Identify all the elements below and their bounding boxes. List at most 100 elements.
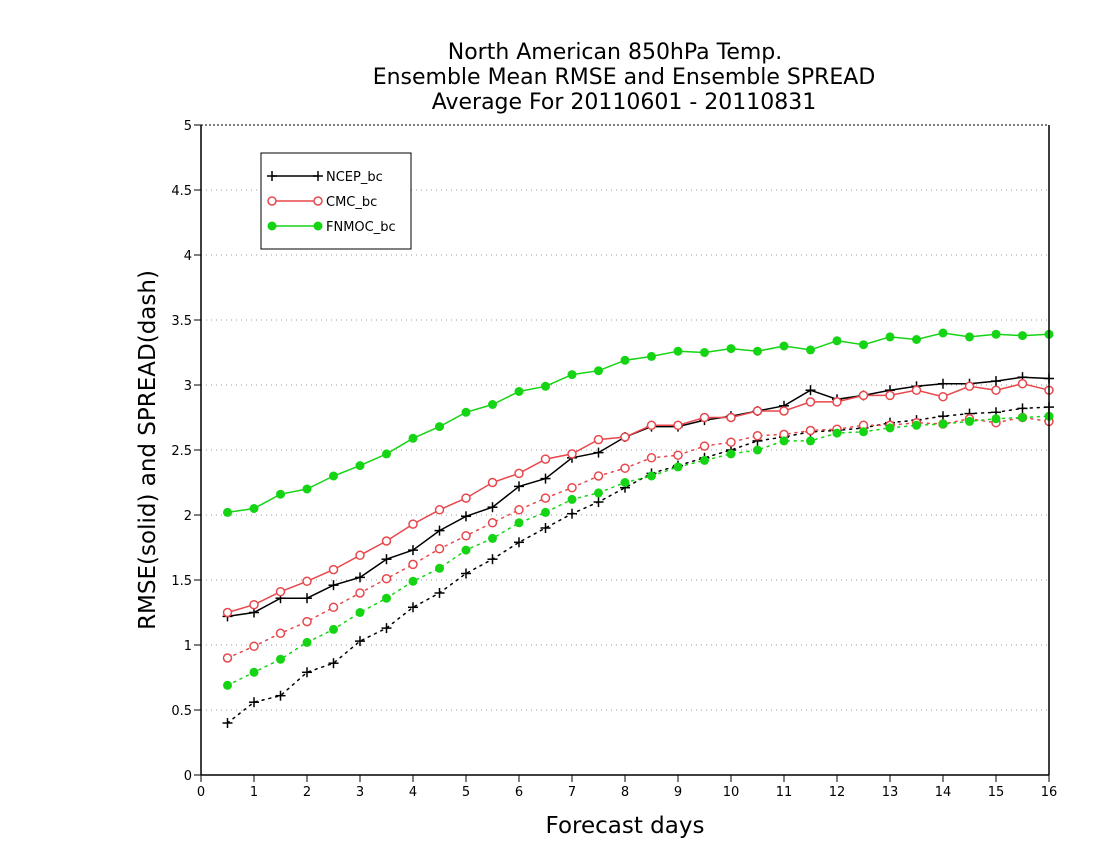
fnmoc-bc-spread-point bbox=[647, 471, 656, 481]
x-tick-label: 9 bbox=[674, 785, 682, 800]
fnmoc-bc-rmse-point bbox=[514, 387, 524, 396]
fnmoc-bc-rmse-point bbox=[673, 346, 683, 356]
fnmoc-bc-spread-point bbox=[726, 449, 736, 459]
ncep-bc-rmse-point bbox=[355, 572, 365, 583]
fnmoc-bc-spread-point bbox=[302, 637, 312, 647]
cmc-bc-rmse-point bbox=[275, 586, 286, 597]
cmc-bc-rmse-point bbox=[514, 468, 524, 479]
ncep-bc-spread-point bbox=[328, 658, 339, 669]
ncep-bc-rmse-point bbox=[991, 376, 1001, 387]
cmc-bc-spread-point bbox=[726, 437, 736, 447]
cmc-bc-spread-point bbox=[381, 573, 392, 584]
cmc-bc-rmse-point bbox=[858, 390, 869, 401]
fnmoc-bc-rmse-point bbox=[832, 336, 842, 346]
fnmoc-bc-spread-point bbox=[435, 563, 444, 573]
chart-title-line-1: North American 850hPa Temp. bbox=[448, 40, 783, 65]
x-tick-label: 15 bbox=[988, 785, 1005, 800]
cmc-bc-spread-line bbox=[226, 416, 1050, 659]
cmc-bc-spread-point bbox=[461, 531, 471, 541]
fnmoc-bc-rmse-point bbox=[541, 381, 550, 391]
series-fnmoc-bc bbox=[223, 328, 1054, 690]
chart-title-line-3: Average For 20110601 - 20110831 bbox=[432, 90, 817, 115]
cmc-bc-rmse-point bbox=[885, 390, 895, 401]
cmc-bc-spread-point bbox=[434, 544, 445, 554]
fnmoc-bc-spread-point bbox=[408, 576, 418, 586]
legend-marker-cmc-bc bbox=[313, 196, 323, 206]
x-tick-label: 7 bbox=[568, 785, 576, 800]
fnmoc-bc-spread-point bbox=[355, 608, 365, 617]
fnmoc-bc-rmse-point bbox=[488, 400, 497, 409]
legend-item-fnmoc-bc: FNMOC_bc bbox=[267, 220, 396, 235]
ncep-bc-rmse-point bbox=[302, 593, 312, 604]
fnmoc-bc-spread-point bbox=[1018, 413, 1027, 422]
cmc-bc-spread-point bbox=[514, 505, 524, 515]
cmc-bc-spread-point bbox=[408, 559, 418, 570]
cmc-bc-spread-point bbox=[620, 463, 630, 473]
fnmoc-bc-spread-point bbox=[541, 507, 550, 517]
y-tick-label: 4 bbox=[184, 249, 192, 264]
cmc-bc-rmse-point bbox=[302, 576, 312, 587]
ncep-bc-spread-point bbox=[487, 554, 498, 565]
x-tick-label: 13 bbox=[882, 785, 899, 800]
x-tick-label: 3 bbox=[356, 785, 364, 800]
fnmoc-bc-spread-point bbox=[223, 680, 232, 690]
fnmoc-bc-rmse-point bbox=[912, 335, 921, 344]
fnmoc-bc-rmse-point bbox=[435, 422, 444, 432]
legend-marker-ncep-bc bbox=[267, 171, 277, 181]
ncep-bc-spread-point bbox=[222, 718, 233, 728]
cmc-bc-rmse-point bbox=[461, 493, 471, 503]
cmc-bc-rmse-point bbox=[832, 397, 842, 407]
y-tick-label: 3 bbox=[184, 379, 192, 394]
fnmoc-bc-spread-point bbox=[965, 416, 974, 426]
fnmoc-bc-spread-point bbox=[382, 593, 391, 603]
cmc-bc-rmse-point bbox=[911, 385, 922, 395]
cmc-bc-rmse-point bbox=[779, 406, 789, 416]
cmc-bc-rmse-point bbox=[567, 449, 577, 459]
cmc-bc-rmse-point bbox=[726, 412, 736, 423]
ncep-bc-rmse-point bbox=[328, 580, 339, 591]
legend-label-cmc-bc: CMC_bc bbox=[326, 195, 377, 210]
ncep-bc-spread-point bbox=[1017, 403, 1028, 414]
x-tick-label: 5 bbox=[462, 785, 470, 800]
y-tick-label: 5 bbox=[184, 119, 192, 134]
cmc-bc-rmse-point bbox=[355, 550, 365, 561]
fnmoc-bc-rmse-point bbox=[700, 348, 709, 357]
ncep-bc-rmse-point bbox=[408, 545, 418, 556]
chart-title-line-2: Ensemble Mean RMSE and Ensemble SPREAD bbox=[373, 65, 876, 90]
ncep-bc-rmse-point bbox=[381, 554, 392, 565]
fnmoc-bc-spread-point bbox=[673, 462, 683, 472]
fnmoc-bc-rmse-point bbox=[726, 344, 736, 354]
ncep-bc-rmse-point bbox=[487, 502, 498, 513]
fnmoc-bc-rmse-point bbox=[594, 366, 603, 376]
cmc-bc-rmse-point bbox=[1017, 378, 1028, 389]
legend-label-ncep-bc: NCEP_bc bbox=[326, 170, 383, 185]
ncep-bc-spread-point bbox=[275, 690, 286, 701]
cmc-bc-rmse-point bbox=[222, 607, 233, 618]
cmc-bc-rmse-point bbox=[991, 385, 1001, 395]
ncep-bc-spread-point bbox=[249, 697, 259, 708]
fnmoc-bc-rmse-point bbox=[276, 489, 285, 499]
cmc-bc-spread-point bbox=[249, 641, 259, 652]
ncep-bc-spread-point bbox=[355, 636, 365, 647]
fnmoc-bc-rmse-point bbox=[329, 471, 338, 481]
grid-lines bbox=[201, 124, 1049, 711]
fnmoc-bc-spread-point bbox=[276, 654, 285, 664]
axes-group: 00.511.522.533.544.550 1 2 3 4 5 6 7 8 9 10 11 12 13 1… bbox=[171, 119, 1057, 800]
fnmoc-bc-spread-point bbox=[938, 419, 948, 429]
cmc-bc-rmse-point bbox=[381, 536, 392, 546]
cmc-bc-rmse-point bbox=[673, 420, 683, 431]
ncep-bc-rmse-point bbox=[938, 378, 948, 389]
ncep-bc-spread-point bbox=[408, 602, 418, 613]
fnmoc-bc-rmse-point bbox=[806, 345, 815, 355]
fnmoc-bc-rmse-point bbox=[620, 355, 630, 365]
ncep-bc-rmse-point bbox=[593, 447, 604, 458]
fnmoc-bc-rmse-point bbox=[302, 484, 312, 494]
ncep-bc-rmse-point bbox=[540, 473, 551, 484]
fnmoc-bc-spread-point bbox=[620, 478, 630, 487]
y-tick-label: 1.5 bbox=[171, 574, 192, 589]
fnmoc-bc-rmse-point bbox=[408, 433, 418, 443]
x-tick-label: 4 bbox=[409, 785, 417, 800]
y-tick-label: 0 bbox=[184, 769, 192, 784]
fnmoc-bc-rmse-point bbox=[779, 341, 789, 351]
